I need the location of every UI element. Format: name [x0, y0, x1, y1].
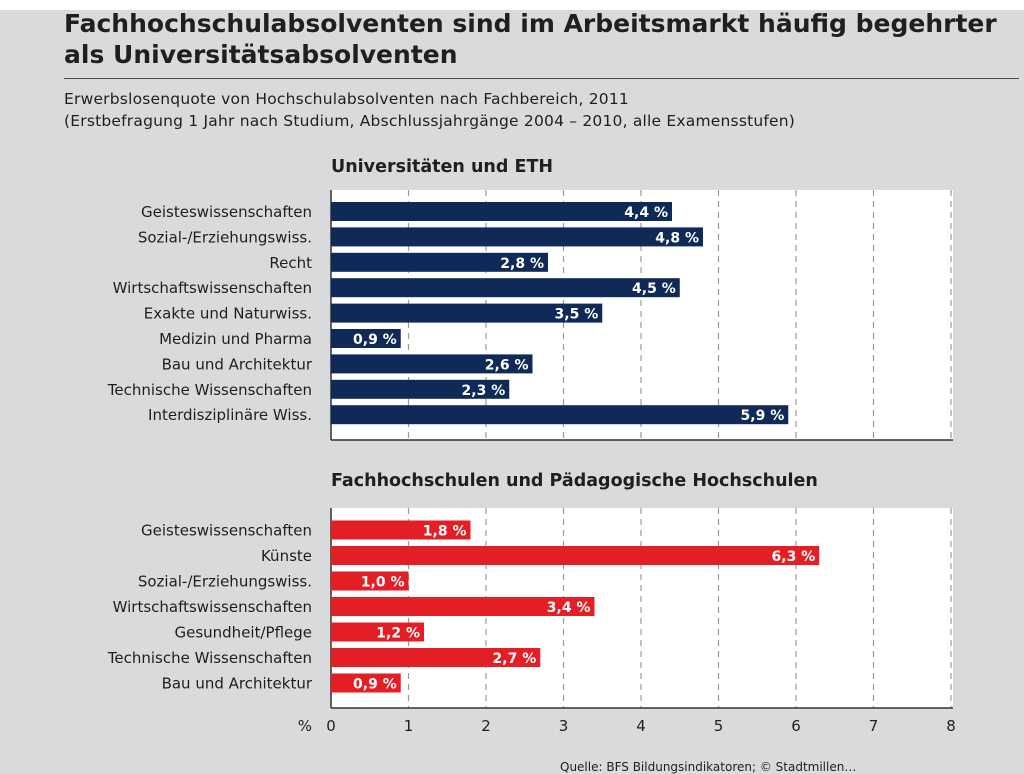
category-label: Künste [261, 547, 312, 565]
x-tick-label: 8 [946, 717, 956, 735]
category-label: Wirtschaftswissenschaften [113, 598, 312, 616]
data-label: 1,8 % [423, 524, 467, 540]
category-label: Technische Wissenschaften [107, 381, 312, 399]
bar [331, 379, 510, 399]
category-label: Recht [269, 254, 312, 272]
category-label: Medizin und Pharma [159, 330, 312, 348]
data-label: 2,8 % [500, 256, 544, 272]
data-label: 4,8 % [655, 230, 699, 246]
bar [331, 202, 672, 221]
bar [331, 520, 471, 540]
x-tick-label: 1 [404, 717, 414, 735]
data-label: 1,0 % [361, 575, 405, 591]
panel-title: Universitäten und ETH [331, 157, 553, 177]
subtitle: Erwerbslosenquote von Hochschulabsolvent… [64, 90, 629, 108]
title-divider [64, 78, 1019, 79]
bar [331, 673, 401, 693]
bar [331, 405, 789, 425]
category-label: Gesundheit/Pflege [174, 624, 312, 642]
panel-title: Fachhochschulen und Pädagogische Hochsch… [331, 471, 818, 491]
x-tick-label: 5 [714, 717, 724, 735]
data-label: 2,6 % [485, 357, 529, 373]
bar [331, 571, 409, 591]
data-label: 6,3 % [772, 549, 816, 565]
x-tick-label: 6 [791, 717, 801, 735]
data-label: 0,9 % [353, 332, 397, 348]
x-tick-label: 3 [559, 717, 569, 735]
category-label: Exakte und Naturwiss. [144, 305, 312, 323]
category-label: Technische Wissenschaften [107, 649, 312, 667]
data-label: 5,9 % [741, 408, 785, 424]
category-label: Sozial-/Erziehungswiss. [138, 573, 312, 591]
data-label: 4,5 % [632, 281, 676, 297]
category-label: Geisteswissenschaften [141, 522, 312, 540]
category-label: Sozial-/Erziehungswiss. [138, 228, 312, 246]
bar [331, 648, 541, 667]
category-label: Bau und Architektur [162, 355, 313, 373]
data-label: 3,5 % [555, 307, 599, 323]
data-label: 0,9 % [353, 677, 397, 693]
x-axis-label: % [298, 717, 312, 735]
bar [331, 622, 424, 642]
data-label: 3,4 % [547, 600, 591, 616]
bar [331, 546, 820, 565]
bar [331, 252, 548, 272]
category-label: Geisteswissenschaften [141, 203, 312, 221]
top-bar [0, 0, 1024, 10]
source-note: Quelle: BFS Bildungsindikatoren; © Stadt… [560, 760, 857, 774]
x-tick-label: 7 [869, 717, 879, 735]
x-tick-label: 4 [636, 717, 646, 735]
category-label: Bau und Architektur [162, 675, 313, 693]
bar [331, 329, 401, 348]
bar [331, 303, 603, 323]
data-label: 2,3 % [462, 383, 506, 399]
data-label: 1,2 % [376, 626, 420, 642]
bar [331, 227, 703, 247]
category-label: Wirtschaftswissenschaften [113, 279, 312, 297]
chart-title: Fachhochschulabsolventen sind im Arbeits… [64, 9, 997, 69]
bar [331, 597, 595, 616]
bar [331, 278, 680, 298]
x-tick-label: 0 [326, 717, 336, 735]
subtitle-note: (Erstbefragung 1 Jahr nach Studium, Absc… [64, 112, 796, 130]
category-label: Interdisziplinäre Wiss. [148, 406, 312, 424]
data-label: 2,7 % [493, 651, 537, 667]
data-label: 4,4 % [624, 205, 668, 221]
x-tick-label: 2 [481, 717, 491, 735]
bar [331, 354, 533, 374]
